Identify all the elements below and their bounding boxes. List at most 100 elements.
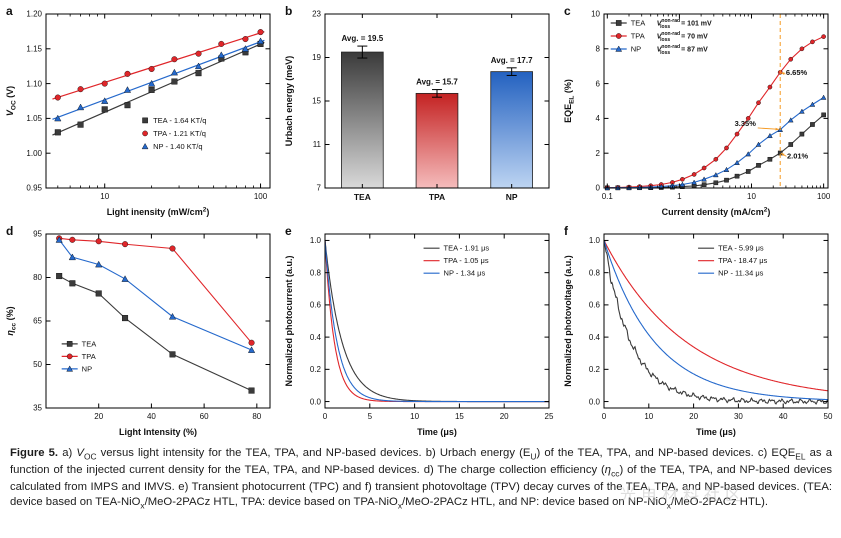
svg-text:TEA - 1.91 μs: TEA - 1.91 μs [444,244,490,253]
svg-text:2.01%: 2.01% [787,151,809,160]
svg-text:6: 6 [596,79,601,88]
svg-text:VOC (V): VOC (V) [5,86,18,116]
svg-text:d: d [6,224,13,238]
svg-text:TEA - 1.64 KT/q: TEA - 1.64 KT/q [153,116,206,125]
svg-text:15: 15 [312,97,321,106]
svg-text:80: 80 [252,412,261,421]
svg-text:NP: NP [506,192,518,202]
svg-text:10: 10 [644,412,653,421]
svg-text:50: 50 [824,412,833,421]
svg-text:15: 15 [455,412,464,421]
svg-text:Light inensity (mW/cm2): Light inensity (mW/cm2) [107,207,210,217]
svg-text:EQEEL (%): EQEEL (%) [563,79,576,123]
svg-text:TEA: TEA [82,339,97,348]
svg-text:ηcc (%): ηcc (%) [5,306,18,335]
svg-text:35: 35 [33,404,42,413]
svg-text:Time (μs): Time (μs) [696,427,736,437]
svg-text:Avg. = 19.5: Avg. = 19.5 [341,34,383,43]
svg-text:1.00: 1.00 [26,149,42,158]
svg-text:e: e [285,224,292,238]
svg-text:f: f [564,224,569,238]
svg-text:0.8: 0.8 [589,268,601,277]
panel-a-chart: 10 100 0.95 1.00 1.05 1.10 1.15 1.20 Light inens… [2,2,279,220]
svg-text:50: 50 [33,360,42,369]
svg-text:Current density (mA/cm2): Current density (mA/cm2) [662,207,771,217]
svg-text:NP: NP [82,364,92,373]
svg-text:4: 4 [596,114,601,123]
svg-text:TPA: TPA [82,352,96,361]
svg-text:80: 80 [33,273,42,282]
svg-text:10: 10 [747,192,756,201]
svg-text:NP - 1.34 μs: NP - 1.34 μs [444,269,486,278]
svg-text:20: 20 [689,412,698,421]
svg-text:1.20: 1.20 [26,10,42,19]
svg-text:Time (μs): Time (μs) [417,427,457,437]
svg-text:TEA: TEA [354,192,371,202]
svg-text:Avg. = 15.7: Avg. = 15.7 [416,78,458,87]
svg-text:a: a [6,4,13,18]
svg-text:b: b [285,4,292,18]
svg-text:0: 0 [596,184,601,193]
svg-text:0.1: 0.1 [602,192,614,201]
svg-text:0.95: 0.95 [26,184,42,193]
svg-text:100: 100 [254,192,268,201]
svg-text:65: 65 [33,317,42,326]
svg-text:0.2: 0.2 [589,365,601,374]
svg-text:TEA: TEA [631,18,646,27]
svg-text:1.0: 1.0 [589,236,601,245]
svg-text:c: c [564,4,571,18]
svg-text:20: 20 [94,412,103,421]
svg-text:Normalized photocurrent (a.u.): Normalized photocurrent (a.u.) [284,255,294,386]
svg-text:NP - 11.34 μs: NP - 11.34 μs [718,269,764,278]
svg-text:6.65%: 6.65% [786,68,808,77]
svg-text:1: 1 [677,192,682,201]
svg-text:0.4: 0.4 [589,333,601,342]
svg-text:20: 20 [500,412,509,421]
svg-text:95: 95 [33,230,42,239]
svg-text:0.0: 0.0 [310,397,322,406]
svg-text:11: 11 [313,140,322,149]
svg-text:5: 5 [368,412,373,421]
svg-text:0: 0 [323,412,328,421]
svg-text:TEA - 5.99 μs: TEA - 5.99 μs [718,244,764,253]
svg-text:0.6: 0.6 [310,301,322,310]
panel-c-chart: 6.65% 3.35% 2.01% 0.1 1 10 100 0 2 4 6 8 10 Current d… [560,2,837,220]
svg-text:40: 40 [147,412,156,421]
svg-text:10: 10 [591,10,600,19]
svg-text:0.4: 0.4 [310,333,322,342]
svg-text:25: 25 [545,412,554,421]
svg-text:2: 2 [596,149,601,158]
svg-text:TPA - 1.05 μs: TPA - 1.05 μs [444,256,489,265]
svg-text:1.10: 1.10 [26,79,42,88]
svg-text:8: 8 [596,45,601,54]
svg-text:10: 10 [100,192,109,201]
panel-f-chart: 0 10 20 30 40 50 0.0 0.2 0.4 0.6 0.8 1.0 Time (μs) No… [560,222,837,440]
svg-text:10: 10 [410,412,419,421]
panel-e-chart: 0 5 10 15 20 25 0.0 0.2 0.4 0.6 0.8 1.0 Time (μs) Nor… [281,222,558,440]
svg-text:Avg. = 17.7: Avg. = 17.7 [491,56,533,65]
svg-text:0: 0 [602,412,607,421]
svg-text:NP: NP [631,44,641,53]
svg-text:1.0: 1.0 [310,236,322,245]
svg-text:Normalized photovoltage (a.u.): Normalized photovoltage (a.u.) [563,255,573,387]
svg-text:0.2: 0.2 [310,365,322,374]
svg-text:Light Intensity (%): Light Intensity (%) [119,427,197,437]
svg-text:23: 23 [312,10,321,19]
svg-text:60: 60 [200,412,209,421]
panel-d-chart: 20 40 60 80 35 50 65 80 95 Light Intensity (%) ηcc… [2,222,279,440]
svg-text:Urbach energy (meV): Urbach energy (meV) [284,56,294,147]
svg-text:30: 30 [734,412,743,421]
svg-text:0.6: 0.6 [589,301,601,310]
svg-text:40: 40 [779,412,788,421]
svg-text:1.05: 1.05 [26,114,42,123]
svg-text:7: 7 [317,184,322,193]
svg-text:0.8: 0.8 [310,268,322,277]
figure-caption: Figure 5. a) VOC versus light intensity … [10,447,832,511]
svg-text:TPA: TPA [429,192,445,202]
svg-text:0.0: 0.0 [589,397,601,406]
svg-text:TPA - 1.21 KT/q: TPA - 1.21 KT/q [153,129,206,138]
